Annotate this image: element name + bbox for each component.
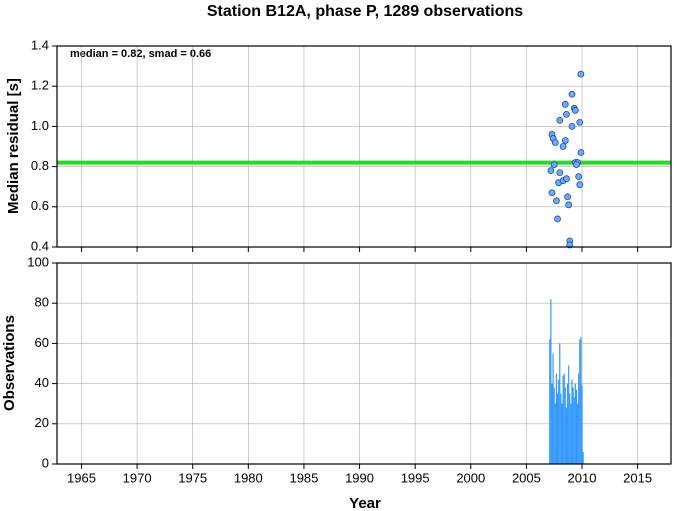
y-tick-label: 0 xyxy=(42,455,49,470)
bar xyxy=(573,397,575,464)
point xyxy=(547,167,555,175)
frame xyxy=(56,262,672,465)
frame xyxy=(56,45,672,248)
bar xyxy=(553,387,555,464)
bar xyxy=(559,343,561,464)
point xyxy=(561,137,569,144)
point xyxy=(559,143,567,150)
x-tick-label: 1970 xyxy=(123,470,152,485)
bar xyxy=(572,387,574,464)
point xyxy=(561,100,569,108)
bar xyxy=(558,379,560,464)
y-tick-label: 1.2 xyxy=(31,78,49,93)
x-tick-label: 1965 xyxy=(67,470,96,485)
bar xyxy=(563,373,565,464)
bar xyxy=(570,403,572,464)
y-tick-label: 1.0 xyxy=(31,118,49,133)
y-tick-label: 20 xyxy=(35,415,49,430)
point xyxy=(556,116,564,124)
point xyxy=(576,118,584,126)
bar xyxy=(569,393,571,464)
point xyxy=(554,215,561,223)
bar xyxy=(576,403,579,464)
y-tick-label: 60 xyxy=(35,335,49,350)
point xyxy=(551,139,559,146)
bar xyxy=(568,365,570,464)
bar xyxy=(550,299,552,464)
point xyxy=(575,173,583,181)
point xyxy=(573,161,580,168)
point xyxy=(564,193,571,201)
bar xyxy=(560,393,562,464)
annotation: median = 0.82, smad = 0.66 xyxy=(70,48,211,60)
y-tick-label: 40 xyxy=(35,375,49,390)
bar xyxy=(551,383,553,464)
bar xyxy=(581,385,583,464)
bar xyxy=(562,375,564,464)
bar xyxy=(574,383,576,464)
point xyxy=(563,175,570,183)
x-tick-label: 1995 xyxy=(401,470,430,485)
point xyxy=(556,169,564,177)
bar xyxy=(564,387,566,464)
y-tick-label: 100 xyxy=(27,254,49,269)
bar xyxy=(555,373,558,464)
x-tick-label: 2010 xyxy=(568,470,597,485)
point xyxy=(548,189,556,197)
x-tick-label: 2000 xyxy=(456,470,485,485)
y-tick-label: 0.6 xyxy=(31,198,49,213)
point xyxy=(568,90,576,98)
point xyxy=(568,123,576,130)
bar xyxy=(579,339,581,464)
bar xyxy=(578,373,580,464)
bar xyxy=(566,383,569,464)
x-axis-label: Year xyxy=(349,495,381,511)
chart-title: Station B12A, phase P, 1289 observations xyxy=(207,3,523,20)
y-tick-label: 80 xyxy=(35,295,49,310)
x-tick-label: 2005 xyxy=(512,470,541,485)
bar xyxy=(552,353,554,464)
bar xyxy=(556,393,559,464)
point xyxy=(576,181,584,189)
x-tick-label: 2015 xyxy=(623,470,652,485)
bar xyxy=(565,407,568,464)
bar xyxy=(549,339,551,464)
bar xyxy=(561,403,563,464)
bar xyxy=(554,403,556,464)
point xyxy=(565,201,573,209)
point xyxy=(577,149,585,156)
x-tick-label: 1990 xyxy=(345,470,374,485)
point xyxy=(553,197,560,205)
bar xyxy=(575,389,578,464)
point xyxy=(563,110,570,118)
y-axis-label: Median residual [s] xyxy=(5,78,22,214)
point xyxy=(550,161,558,168)
x-tick-label: 1985 xyxy=(289,470,318,485)
bar xyxy=(571,379,573,464)
y-axis-label: Observations xyxy=(1,315,18,411)
point xyxy=(571,106,579,114)
bar xyxy=(580,337,582,464)
point xyxy=(577,70,585,78)
y-tick-label: 0.4 xyxy=(31,238,49,253)
x-tick-label: 1975 xyxy=(178,470,207,485)
y-tick-label: 1.4 xyxy=(31,37,49,52)
x-tick-label: 1980 xyxy=(234,470,263,485)
bar xyxy=(582,451,584,464)
y-tick-label: 0.8 xyxy=(31,158,49,173)
